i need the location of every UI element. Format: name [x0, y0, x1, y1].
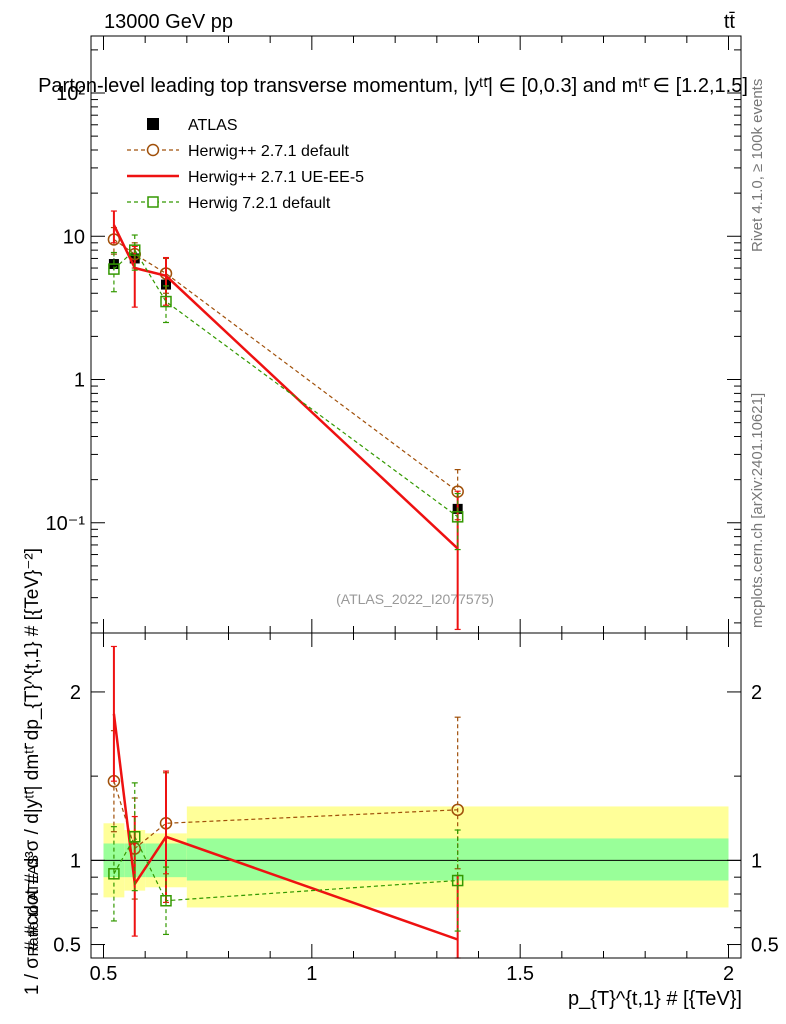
- legend-marker-atlas: [147, 118, 159, 130]
- analysis-watermark: (ATLAS_2022_I2077575): [336, 591, 494, 607]
- ratio-panel: 0.5 1 1.5 2 0.5 0.5 1 1 2 2: [53, 632, 779, 985]
- energy-label: 13000 GeV pp: [104, 11, 233, 33]
- x-axis-label: p_{T}^{t,1} # [{TeV}]: [568, 988, 742, 1010]
- marker-square: [129, 831, 141, 843]
- marker-square: [129, 244, 141, 256]
- legend-label: Herwig++ 2.7.1 default: [188, 143, 350, 160]
- mcplots-label: mcplots.cern.ch [arXiv:2401.10621]: [749, 393, 766, 628]
- legend-item: Herwig 7.2.1 default: [127, 195, 331, 212]
- series-herwig-2-7-1-default: [107, 226, 464, 521]
- process-label: tt̄: [724, 11, 736, 33]
- x-tick-label: 1.5: [506, 963, 534, 985]
- series-line: [113, 835, 458, 902]
- series-herwig-2-7-1-ue-ee-5: [110, 210, 461, 631]
- x-tick-label: 2: [723, 963, 734, 985]
- rivet-label: Rivet 4.1.0, ≥ 100k events: [749, 79, 766, 252]
- y-tick-label-right: 1: [751, 850, 762, 872]
- series-line: [112, 713, 459, 941]
- ratio-y-axis-label: Ratio to ATLAS: [25, 855, 42, 956]
- ratio-series-herwig-2-7-1-ue-ee-5: [110, 645, 461, 959]
- y-tick-label: 2: [70, 682, 81, 704]
- legend-marker-circle: [146, 143, 160, 157]
- legend-item: ATLAS: [147, 117, 238, 134]
- plot-title: Parton-level leading top transverse mome…: [38, 75, 748, 97]
- y-tick-label: 10: [63, 226, 85, 248]
- series-line: [113, 238, 459, 493]
- y-tick-label: 10²: [56, 83, 85, 105]
- marker-square: [451, 511, 464, 523]
- y-tick-label: 10⁻¹: [46, 513, 86, 535]
- y-tick-label-right: 0.5: [751, 935, 779, 957]
- main-y-axis-label: 1 / σ # #cdot # d³σ / d|yᵗᵗ̄| dmᵗᵗ̄ dp_{…: [22, 548, 43, 995]
- x-tick-label: 0.5: [90, 963, 118, 985]
- marker-square: [160, 894, 172, 907]
- legend: ATLAS Herwig++ 2.7.1 default Herwig++ 2.7.…: [127, 117, 364, 212]
- y-tick-label: 0.5: [53, 935, 81, 957]
- main-panel: 10⁻¹ 1 10 10²: [46, 35, 742, 634]
- y-tick-label: 1: [70, 850, 81, 872]
- marker-square: [160, 295, 172, 308]
- y-tick-label-right: 2: [751, 682, 762, 704]
- marker-square: [108, 868, 120, 880]
- legend-marker-square: [147, 196, 159, 208]
- series-line: [113, 249, 459, 518]
- legend-item: Herwig++ 2.7.1 UE-EE-5: [127, 169, 364, 186]
- ratio-frame: [90, 632, 742, 959]
- legend-label: Herwig 7.2.1 default: [188, 195, 331, 212]
- marker-circle: [451, 803, 464, 817]
- legend-label: Herwig++ 2.7.1 UE-EE-5: [188, 169, 364, 186]
- y-tick-label: 1: [74, 370, 85, 392]
- marker-square: [451, 874, 464, 887]
- series-line: [112, 224, 459, 550]
- legend-item: Herwig++ 2.7.1 default: [127, 143, 350, 160]
- x-tick-label: 1: [306, 963, 317, 985]
- marker-square: [108, 263, 120, 275]
- ratio-series-herwig-7-2-1-default: [108, 782, 464, 936]
- series-herwig-7-2-1-default: [108, 234, 464, 551]
- legend-label: ATLAS: [188, 117, 238, 134]
- series-line: [113, 781, 458, 850]
